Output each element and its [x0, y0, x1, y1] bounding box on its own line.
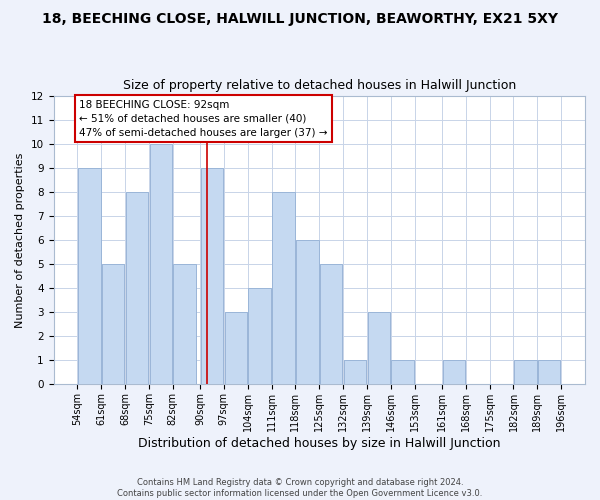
Bar: [443, 360, 465, 384]
Bar: [514, 360, 536, 384]
Bar: [201, 168, 223, 384]
Bar: [538, 360, 560, 384]
Title: Size of property relative to detached houses in Halwill Junction: Size of property relative to detached ho…: [122, 79, 516, 92]
Bar: [391, 360, 414, 384]
Bar: [224, 312, 247, 384]
Bar: [296, 240, 319, 384]
X-axis label: Distribution of detached houses by size in Halwill Junction: Distribution of detached houses by size …: [138, 437, 500, 450]
Text: 18 BEECHING CLOSE: 92sqm
← 51% of detached houses are smaller (40)
47% of semi-d: 18 BEECHING CLOSE: 92sqm ← 51% of detach…: [79, 100, 328, 138]
Bar: [126, 192, 148, 384]
Y-axis label: Number of detached properties: Number of detached properties: [15, 152, 25, 328]
Bar: [78, 168, 101, 384]
Bar: [344, 360, 366, 384]
Bar: [272, 192, 295, 384]
Bar: [102, 264, 124, 384]
Bar: [173, 264, 196, 384]
Text: Contains HM Land Registry data © Crown copyright and database right 2024.
Contai: Contains HM Land Registry data © Crown c…: [118, 478, 482, 498]
Bar: [320, 264, 343, 384]
Bar: [368, 312, 390, 384]
Bar: [149, 144, 172, 384]
Bar: [248, 288, 271, 384]
Text: 18, BEECHING CLOSE, HALWILL JUNCTION, BEAWORTHY, EX21 5XY: 18, BEECHING CLOSE, HALWILL JUNCTION, BE…: [42, 12, 558, 26]
